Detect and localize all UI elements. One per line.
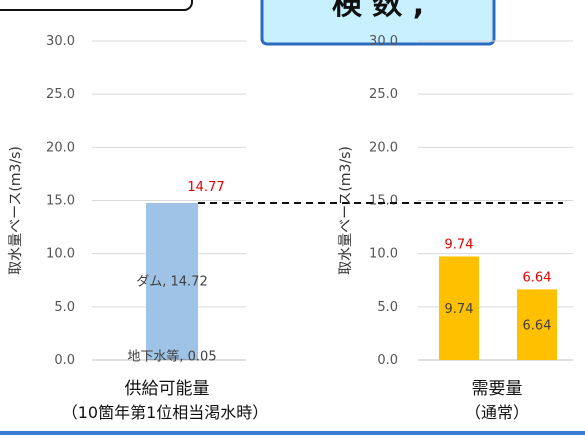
footer-rule <box>0 431 585 435</box>
demand-category-sub: （通常） <box>465 403 529 422</box>
demand-tick-label: 15.0 <box>369 194 398 209</box>
title-banner-box <box>260 0 496 46</box>
supply-tick-label: 5.0 <box>54 300 75 315</box>
bar-demand-value-label: 6.64 <box>523 319 552 334</box>
bar-groundwater-label: 地下水等, 0.05 <box>127 348 216 364</box>
demand-chart: 0.0 5.0 10.0 15.0 20.0 25.0 30.0 取水量ベース(m3/s) 9.… <box>338 34 573 368</box>
demand-tick-label: 30.0 <box>369 34 398 49</box>
supply-tick-label: 30.0 <box>46 34 75 49</box>
supply-total-label: 14.77 <box>187 180 224 195</box>
title-banner-text: 検 数 , <box>332 0 424 22</box>
title-banner: 検 数 , <box>260 0 496 46</box>
demand-tick-label: 5.0 <box>377 300 398 315</box>
demand-tick-label: 25.0 <box>369 87 398 102</box>
bar-demand-2 <box>517 289 557 360</box>
bar-groundwater <box>146 359 198 360</box>
demand-y-axis-label: 取水量ベース(m3/s) <box>338 146 354 275</box>
bar-demand-value-label: 9.74 <box>445 302 474 317</box>
bar-dam <box>146 202 198 360</box>
bar-dam-label: ダム, 14.72 <box>136 275 207 290</box>
demand-tick-label: 0.0 <box>377 353 398 368</box>
supply-tick-label: 0.0 <box>54 353 75 368</box>
corner-box <box>0 0 193 11</box>
bar-demand-top-label: 6.64 <box>523 270 552 285</box>
supply-y-axis-label: 取水量ベース(m3/s) <box>8 146 24 275</box>
supply-tick-label: 15.0 <box>46 194 75 209</box>
bar-demand-top-label: 9.74 <box>445 237 474 252</box>
bar-demand-1 <box>439 256 479 360</box>
supply-chart: 0.0 5.0 10.0 15.0 20.0 25.0 30.0 取水量ベース(m3/s) ダム… <box>8 34 246 368</box>
supply-category-label: 供給可能量 <box>125 379 210 399</box>
supply-tick-label: 25.0 <box>46 87 75 102</box>
supply-tick-label: 20.0 <box>46 140 75 155</box>
demand-tick-label: 10.0 <box>369 247 398 262</box>
demand-tick-label: 20.0 <box>369 140 398 155</box>
demand-category-label: 需要量 <box>472 379 523 399</box>
supply-tick-label: 10.0 <box>46 247 75 262</box>
supply-category-sub: （10箇年第1位相当渇水時） <box>62 403 269 422</box>
